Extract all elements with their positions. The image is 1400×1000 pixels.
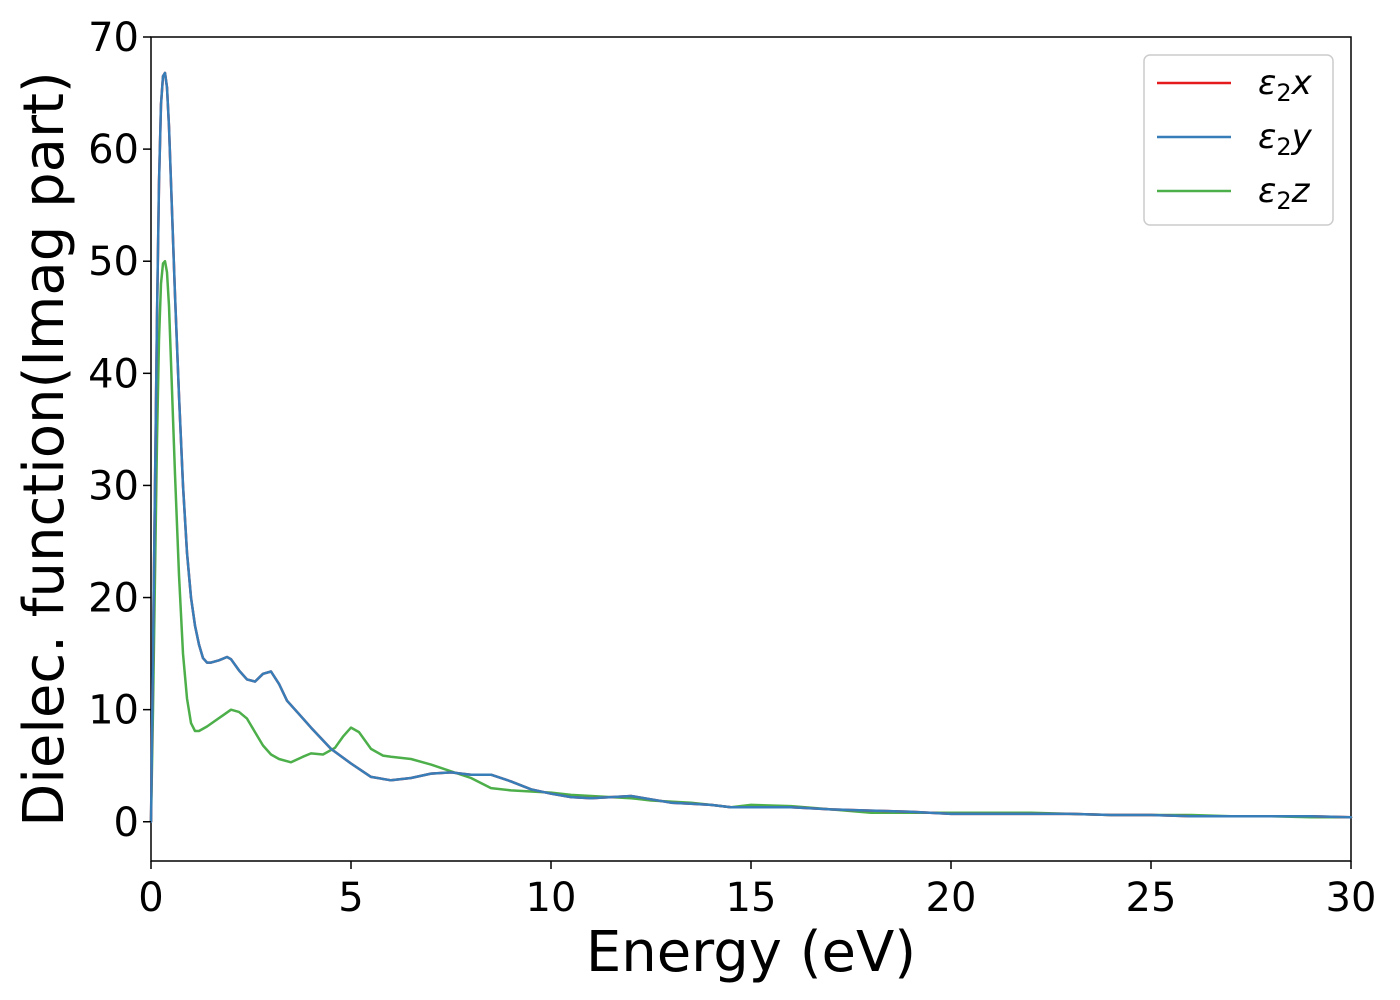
x-tick-label: 20 [926, 875, 977, 921]
x-tick-label: 10 [526, 875, 577, 921]
y-tick-label: 40 [88, 351, 139, 397]
y-axis-label: Dielec. function(Imag part) [12, 71, 77, 827]
x-tick-label: 15 [726, 875, 777, 921]
y-tick-label: 0 [114, 800, 139, 846]
legend-box [1143, 54, 1334, 226]
series-line-y [149, 71, 1353, 824]
y-tick-label: 60 [88, 127, 139, 173]
legend: ε2x ε2y ε2z [1143, 54, 1334, 226]
x-tick-label: 25 [1126, 875, 1177, 921]
y-tick-label: 70 [88, 15, 139, 61]
series-line-z [149, 259, 1353, 824]
series-layer [149, 71, 1353, 824]
legend-label-y: ε2y [1258, 117, 1313, 161]
legend-label-z: ε2z [1258, 171, 1311, 215]
y-tick-label: 30 [88, 463, 139, 509]
x-axis-label: Energy (eV) [586, 920, 916, 985]
x-tick-label: 5 [338, 875, 363, 921]
y-tick-label: 10 [88, 688, 139, 734]
y-tick-label: 50 [88, 239, 139, 285]
x-tick-label: 0 [138, 875, 163, 921]
x-axis: 0 5 10 15 20 25 30 [138, 861, 1376, 921]
y-tick-label: 20 [88, 576, 139, 622]
legend-label-x: ε2x [1258, 63, 1313, 107]
y-axis: 0 10 20 30 40 50 60 70 [88, 15, 151, 846]
x-tick-label: 30 [1326, 875, 1377, 921]
